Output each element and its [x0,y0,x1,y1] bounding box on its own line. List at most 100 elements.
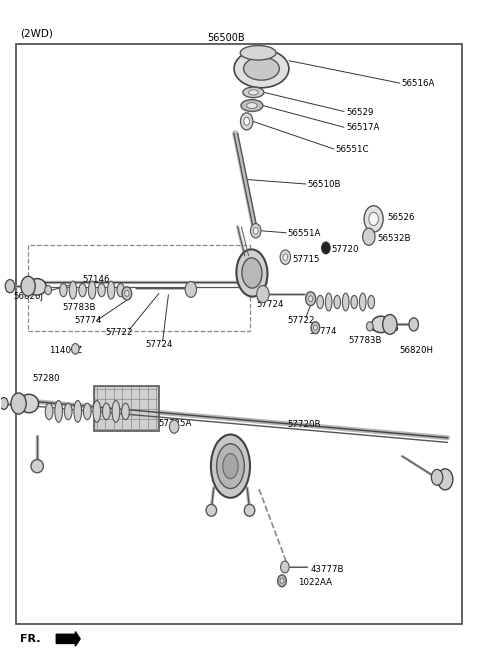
Text: 57720B: 57720B [288,420,321,429]
Circle shape [283,254,288,260]
Ellipse shape [342,293,349,311]
Ellipse shape [79,283,86,297]
Ellipse shape [55,401,62,422]
Text: 56526: 56526 [387,213,415,222]
Ellipse shape [234,50,289,88]
Ellipse shape [28,279,46,295]
Ellipse shape [20,395,38,412]
Text: 56500B: 56500B [207,32,244,42]
Text: 56517A: 56517A [346,123,379,132]
Text: 57146: 57146 [83,275,110,284]
Ellipse shape [31,459,43,473]
Ellipse shape [108,281,115,299]
Ellipse shape [216,444,244,489]
Ellipse shape [243,57,279,80]
Ellipse shape [351,295,358,308]
Ellipse shape [242,258,262,288]
Ellipse shape [278,575,286,587]
FancyBboxPatch shape [16,44,462,624]
Ellipse shape [121,403,129,420]
Text: 57783B: 57783B [349,336,382,345]
Text: (2WD): (2WD) [21,28,53,38]
Circle shape [11,393,26,414]
Circle shape [281,561,289,573]
Text: 57774: 57774 [309,326,336,336]
FancyBboxPatch shape [95,387,159,431]
Circle shape [322,242,330,254]
Text: 56516A: 56516A [401,79,435,88]
Ellipse shape [241,99,263,111]
Ellipse shape [236,250,267,297]
Ellipse shape [244,504,255,516]
Ellipse shape [206,504,216,516]
Circle shape [363,228,375,246]
Circle shape [253,228,258,234]
Ellipse shape [117,283,124,297]
Text: 57722: 57722 [106,328,133,337]
Ellipse shape [98,283,105,297]
Ellipse shape [93,401,101,422]
Text: 57720: 57720 [332,245,359,254]
Ellipse shape [223,453,238,479]
Ellipse shape [122,287,132,300]
Circle shape [185,281,197,297]
Text: 1022AA: 1022AA [298,579,332,587]
Ellipse shape [249,90,258,95]
Circle shape [251,224,261,238]
Ellipse shape [360,293,366,311]
Ellipse shape [64,403,72,420]
Circle shape [383,314,397,334]
Circle shape [169,420,179,433]
Ellipse shape [45,403,53,420]
Ellipse shape [334,295,340,308]
Text: 56820H: 56820H [400,346,434,355]
Circle shape [257,285,269,303]
Circle shape [45,285,51,295]
Circle shape [21,276,35,296]
Text: 56551A: 56551A [288,229,321,238]
Ellipse shape [103,403,110,420]
Text: 57783B: 57783B [62,303,96,312]
Ellipse shape [240,46,276,60]
Circle shape [72,344,79,354]
Text: 57774: 57774 [74,316,101,325]
Text: 57724: 57724 [257,300,284,309]
Text: 56510B: 56510B [307,180,341,189]
Ellipse shape [325,293,332,311]
Circle shape [364,206,383,232]
Text: 57725A: 57725A [159,419,192,428]
Ellipse shape [306,292,316,306]
Circle shape [409,318,419,331]
Circle shape [0,398,8,410]
Ellipse shape [125,291,129,297]
Circle shape [5,279,15,293]
Text: 57724: 57724 [145,340,173,349]
Text: 43777B: 43777B [311,565,344,574]
Text: 56820J: 56820J [14,292,44,301]
Circle shape [438,469,453,490]
Circle shape [280,250,290,264]
Ellipse shape [372,316,390,332]
Ellipse shape [368,295,374,308]
Text: 57715: 57715 [292,256,320,264]
Ellipse shape [84,403,91,420]
Circle shape [366,322,373,331]
Ellipse shape [317,295,324,308]
Text: 57146: 57146 [371,324,399,333]
Text: 56532B: 56532B [377,234,411,242]
Ellipse shape [112,401,120,422]
Text: 57280: 57280 [33,374,60,383]
Ellipse shape [69,281,77,299]
Ellipse shape [60,283,67,297]
Ellipse shape [74,401,82,422]
Ellipse shape [311,322,320,334]
Polygon shape [56,632,80,646]
Ellipse shape [280,578,284,583]
Ellipse shape [247,103,257,109]
Text: 56551C: 56551C [336,145,369,154]
Circle shape [369,213,378,226]
Ellipse shape [88,281,96,299]
Circle shape [432,469,443,485]
Ellipse shape [309,296,313,302]
Ellipse shape [243,87,264,97]
